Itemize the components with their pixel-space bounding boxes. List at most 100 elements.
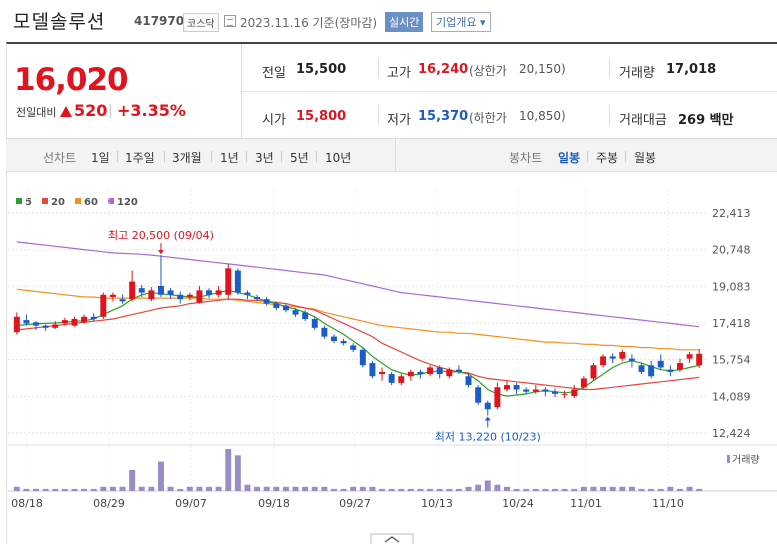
high-label: 고가 [387, 66, 411, 81]
current-price: 16,020 [14, 62, 129, 98]
lower-limit-label: (하한가 [469, 111, 507, 125]
x-tick-label: 08/29 [93, 497, 125, 510]
candle-chart-label[interactable]: 봉차트 [509, 151, 543, 165]
period-10y[interactable]: 10년 [325, 151, 352, 165]
volume-bar [148, 486, 155, 491]
candle-body [600, 356, 607, 366]
volume-bar [446, 488, 453, 491]
period-1d[interactable]: 1일 [91, 151, 110, 165]
volume-bar [696, 488, 703, 491]
candle-body [561, 393, 568, 395]
x-tick-label: 10/24 [502, 497, 534, 510]
low-cell: 저가 15,370 (하한가 10,850) [378, 91, 608, 138]
candle-body [167, 290, 174, 295]
candle-body [475, 387, 482, 403]
amount-cell: 거래대금 269 백만 [609, 91, 777, 138]
open-label: 시가 [262, 113, 286, 128]
volume-legend-swatch [727, 455, 730, 463]
candle-body [61, 320, 68, 324]
candle-body [494, 387, 501, 408]
volume-bar [321, 486, 328, 491]
candle-daily[interactable]: 일봉 [558, 151, 581, 165]
divider [281, 151, 282, 162]
y-tick-label: 20,748 [712, 244, 751, 257]
candle-body [552, 391, 559, 394]
volume-bar [52, 488, 59, 491]
volume-bar [359, 486, 366, 491]
candle-body [350, 345, 357, 350]
divider [378, 105, 379, 125]
candle-body [484, 402, 491, 410]
lower-limit-value: 10,850) [519, 109, 566, 123]
separator: | [108, 103, 113, 119]
volume-bar [273, 486, 280, 491]
ma120-line [16, 241, 700, 328]
volume-bar [513, 488, 520, 491]
volume-bar [23, 488, 30, 491]
divider [609, 58, 610, 78]
candle-body [446, 369, 453, 377]
volume-bar [292, 486, 299, 491]
volume-bar [157, 461, 164, 491]
candle-body [263, 299, 270, 304]
volume-bar [638, 488, 645, 491]
divider [395, 139, 396, 171]
candle-weekly[interactable]: 주봉 [596, 151, 619, 165]
candle-body [311, 319, 318, 328]
volume-bar [186, 486, 193, 491]
candle-body [628, 358, 635, 361]
period-3m[interactable]: 3개월 [172, 151, 202, 165]
candle-body [427, 367, 434, 375]
volume-bar [667, 486, 674, 491]
up-arrow-icon [60, 106, 72, 117]
volume-bar [109, 486, 116, 491]
candle-monthly[interactable]: 월봉 [634, 151, 657, 165]
low-value: 15,370 [418, 109, 469, 124]
legend-swatch [75, 198, 81, 204]
volume-value: 17,018 [666, 62, 717, 77]
period-5y[interactable]: 5년 [290, 151, 309, 165]
volume-bar [13, 486, 20, 491]
volume-bar [686, 486, 693, 491]
candle-body [619, 352, 626, 359]
price-info-panel: 16,020 전일대비 520 | +3.35% 전일 15,500 고가 16… [6, 42, 777, 138]
candle-body [455, 369, 462, 372]
divider [316, 151, 317, 162]
volume-bar [177, 488, 184, 491]
x-tick-label: 11/01 [570, 497, 602, 510]
volume-bar [609, 486, 616, 491]
candle-body [273, 303, 280, 308]
volume-bar [61, 488, 68, 491]
candle-body [676, 363, 683, 370]
ma5-line [16, 289, 700, 397]
high-arrow-head [157, 250, 164, 255]
candle-body [398, 376, 405, 383]
volume-bar [254, 486, 261, 491]
price-change-percent: +3.35% [117, 101, 186, 120]
candle-body [379, 371, 386, 375]
candle-body [321, 327, 328, 337]
open-value: 15,800 [296, 109, 347, 124]
period-3y[interactable]: 3년 [255, 151, 274, 165]
period-1w[interactable]: 1주일 [125, 151, 155, 165]
volume-label: 거래량 [619, 66, 655, 81]
x-tick-label: 09/27 [339, 497, 371, 510]
candle-body [590, 365, 597, 379]
volume-cell: 거래량 17,018 [609, 44, 777, 91]
volume-bar [503, 486, 510, 491]
stock-chart: 5 20 60 120 22,413 20,748 19,083 17,418 15,754 14… [0, 172, 777, 544]
volume-bar [330, 488, 337, 491]
realtime-button[interactable]: 실시간 [385, 12, 424, 32]
candle-body [503, 385, 510, 390]
company-overview-dropdown[interactable]: 기업개요 ▾ [431, 12, 491, 32]
period-1y[interactable]: 1년 [220, 151, 239, 165]
volume-bar [119, 486, 126, 491]
y-tick-label: 12,424 [712, 427, 751, 440]
candle-body [225, 268, 232, 295]
volume-bar [407, 488, 414, 491]
open-cell: 시가 15,800 [242, 91, 382, 138]
volume-bar [417, 488, 424, 491]
candle-body [686, 354, 693, 359]
candle-body [23, 320, 30, 324]
line-chart-label[interactable]: 선차트 [43, 151, 77, 165]
